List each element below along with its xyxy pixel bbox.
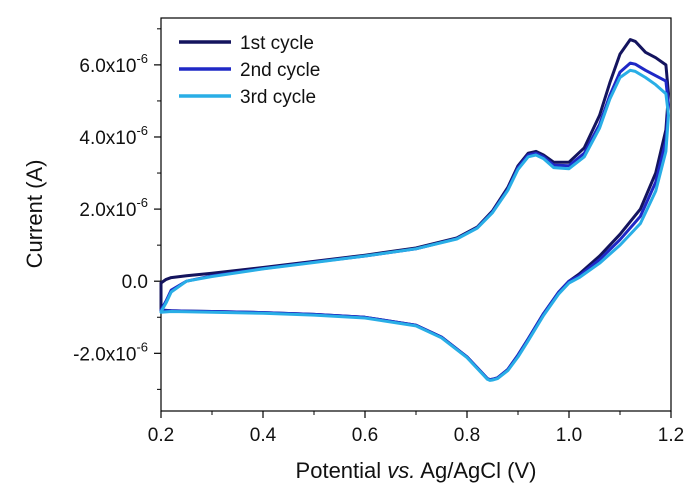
x-tick-label: 0.4 — [250, 425, 277, 446]
x-axis-title-part-1: Potential — [296, 458, 388, 483]
y-tick-label: 2.0x10-6 — [79, 195, 148, 221]
y-tick-label: 0.0 — [122, 272, 148, 293]
series-layer — [159, 38, 670, 382]
series-line — [159, 38, 670, 382]
y-tick-label: 6.0x10-6 — [79, 51, 148, 77]
y-axis: -2.0x10-6 0.0 2.0x10-6 4.0x10-6 6.0x10-6 — [73, 28, 161, 390]
x-axis: 0.2 0.4 0.6 0.8 1.0 1.2 — [148, 411, 684, 446]
series-line — [159, 61, 670, 382]
legend-label: 2nd cycle — [240, 60, 320, 81]
y-tick-label: -2.0x10-6 — [73, 339, 148, 365]
legend-label: 1st cycle — [240, 33, 314, 54]
legend: 1st cycle 2nd cycle 3rd cycle — [179, 33, 320, 108]
x-axis-title-part-2: vs. — [387, 458, 415, 483]
x-axis-title: Potential vs. Ag/AgCl (V) — [296, 458, 537, 483]
x-tick-label: 1.0 — [556, 425, 582, 446]
x-tick-label: 1.2 — [658, 425, 684, 446]
x-tick-label: 0.2 — [148, 425, 174, 446]
x-axis-title-part-3: Ag/AgCl (V) — [415, 458, 536, 483]
y-tick-label: 4.0x10-6 — [79, 123, 148, 149]
x-tick-label: 0.8 — [454, 425, 480, 446]
legend-label: 3rd cycle — [240, 87, 316, 108]
x-tick-label: 0.6 — [352, 425, 378, 446]
series-line — [159, 68, 670, 382]
plot-frame — [160, 17, 672, 412]
y-axis-title: Current (A) — [22, 160, 47, 269]
